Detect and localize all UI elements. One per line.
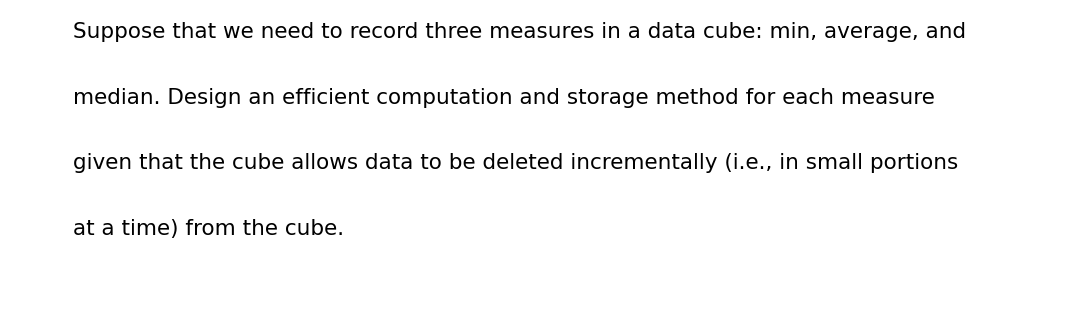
Text: Suppose that we need to record three measures in a data cube: min, average, and: Suppose that we need to record three mea… xyxy=(73,22,967,42)
Text: at a time) from the cube.: at a time) from the cube. xyxy=(73,219,345,239)
Text: median. Design an efficient computation and storage method for each measure: median. Design an efficient computation … xyxy=(73,88,935,108)
Text: given that the cube allows data to be deleted incrementally (i.e., in small port: given that the cube allows data to be de… xyxy=(73,153,959,173)
